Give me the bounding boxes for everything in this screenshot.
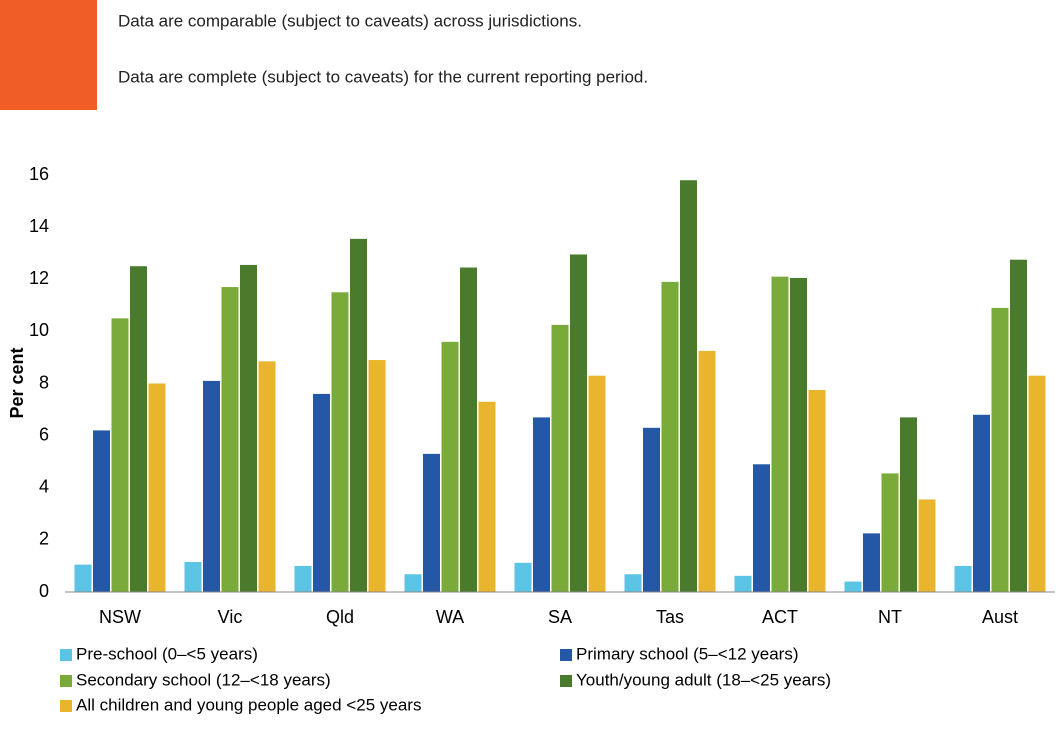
bar bbox=[111, 318, 129, 592]
y-tick-label: 16 bbox=[29, 164, 49, 184]
x-tick-label: NT bbox=[878, 607, 902, 627]
bar bbox=[771, 276, 789, 592]
bar bbox=[624, 574, 642, 592]
bar bbox=[478, 401, 496, 592]
x-tick-label: SA bbox=[548, 607, 572, 627]
bar bbox=[753, 464, 770, 592]
bar bbox=[203, 380, 220, 592]
bar bbox=[954, 565, 972, 592]
y-tick-label: 14 bbox=[29, 216, 49, 236]
bar bbox=[973, 414, 990, 592]
y-tick-label: 10 bbox=[29, 320, 49, 340]
bar bbox=[221, 287, 239, 592]
x-tick-label: Vic bbox=[218, 607, 243, 627]
bar bbox=[570, 254, 587, 592]
bar bbox=[331, 292, 349, 592]
legend-label: All children and young people aged <25 y… bbox=[76, 695, 421, 714]
bar bbox=[240, 264, 257, 592]
bar bbox=[680, 180, 697, 592]
bar bbox=[991, 307, 1009, 592]
bar bbox=[460, 267, 477, 592]
y-tick-label: 2 bbox=[39, 529, 49, 549]
y-tick-label: 6 bbox=[39, 424, 49, 444]
y-axis-title: Per cent bbox=[7, 347, 27, 418]
x-tick-label: Tas bbox=[656, 607, 684, 627]
legend-label: Secondary school (12–<18 years) bbox=[76, 670, 331, 689]
legend-swatch bbox=[560, 675, 572, 687]
legend-label: Primary school (5–<12 years) bbox=[576, 644, 799, 663]
bar bbox=[698, 350, 716, 592]
bar bbox=[368, 360, 386, 592]
bar bbox=[441, 341, 459, 592]
y-tick-label: 8 bbox=[39, 372, 49, 392]
bar bbox=[294, 565, 312, 592]
y-tick-label: 4 bbox=[39, 477, 49, 497]
bar bbox=[350, 238, 367, 592]
status-icon bbox=[0, 0, 97, 110]
bar bbox=[881, 473, 899, 592]
x-tick-label: ACT bbox=[762, 607, 798, 627]
bar bbox=[588, 375, 606, 592]
x-tick-label: Qld bbox=[326, 607, 354, 627]
bar bbox=[313, 393, 330, 592]
bar bbox=[918, 499, 936, 592]
bar bbox=[184, 562, 202, 592]
x-tick-label: Aust bbox=[982, 607, 1018, 627]
bar bbox=[258, 361, 276, 592]
header-line: Data are comparable (subject to caveats)… bbox=[118, 11, 582, 30]
bar bbox=[404, 574, 422, 592]
y-tick-label: 12 bbox=[29, 268, 49, 288]
header-line: Data are complete (subject to caveats) f… bbox=[118, 67, 648, 86]
bar bbox=[1028, 375, 1046, 592]
legend-swatch bbox=[60, 700, 72, 712]
bar bbox=[533, 417, 550, 592]
bar bbox=[93, 430, 110, 592]
legend-swatch bbox=[60, 675, 72, 687]
legend-label: Pre-school (0–<5 years) bbox=[76, 644, 258, 663]
bar bbox=[844, 581, 862, 592]
bar bbox=[900, 417, 917, 592]
y-tick-label: 0 bbox=[39, 581, 49, 601]
x-tick-label: WA bbox=[436, 607, 464, 627]
bar bbox=[790, 277, 807, 592]
legend-swatch bbox=[60, 649, 72, 661]
bar bbox=[661, 281, 679, 592]
bar bbox=[74, 564, 92, 592]
x-tick-label: NSW bbox=[99, 607, 141, 627]
bar bbox=[423, 453, 440, 592]
legend-label: Youth/young adult (18–<25 years) bbox=[576, 670, 831, 689]
bar bbox=[1010, 259, 1027, 592]
bar bbox=[643, 427, 660, 592]
bar bbox=[808, 390, 826, 592]
legend-swatch bbox=[560, 649, 572, 661]
bar bbox=[863, 533, 880, 592]
bar bbox=[148, 383, 166, 592]
bar bbox=[734, 575, 752, 592]
bar bbox=[514, 562, 532, 592]
bar bbox=[551, 324, 569, 592]
bar bbox=[130, 266, 147, 592]
